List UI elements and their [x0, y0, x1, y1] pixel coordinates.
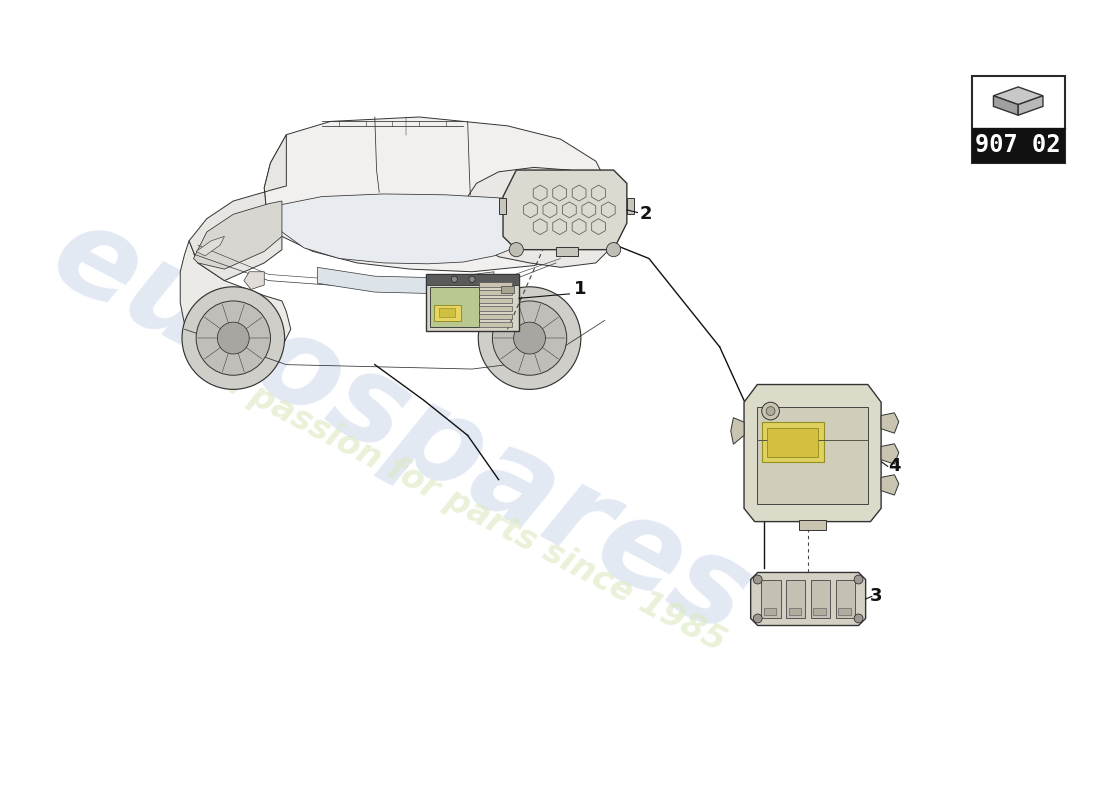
Polygon shape [1019, 96, 1043, 115]
FancyBboxPatch shape [761, 422, 824, 462]
FancyBboxPatch shape [811, 579, 830, 618]
FancyBboxPatch shape [838, 608, 850, 615]
FancyBboxPatch shape [500, 286, 514, 294]
Circle shape [218, 322, 250, 354]
Circle shape [766, 406, 775, 415]
Circle shape [761, 402, 780, 420]
FancyBboxPatch shape [498, 198, 506, 214]
FancyBboxPatch shape [767, 428, 818, 458]
FancyBboxPatch shape [814, 608, 826, 615]
Text: 1: 1 [574, 281, 586, 298]
FancyBboxPatch shape [439, 309, 454, 318]
FancyBboxPatch shape [627, 198, 634, 214]
Text: 2: 2 [640, 206, 652, 223]
Polygon shape [277, 194, 532, 264]
FancyBboxPatch shape [789, 608, 801, 615]
FancyBboxPatch shape [557, 247, 579, 256]
FancyBboxPatch shape [478, 298, 513, 303]
Circle shape [509, 242, 524, 257]
Text: 4: 4 [888, 458, 900, 475]
Circle shape [478, 286, 581, 390]
Circle shape [754, 575, 762, 584]
FancyBboxPatch shape [800, 520, 826, 530]
Polygon shape [757, 406, 868, 504]
Polygon shape [426, 274, 518, 331]
Circle shape [451, 276, 458, 282]
Polygon shape [196, 236, 224, 256]
FancyBboxPatch shape [971, 128, 1065, 163]
Polygon shape [180, 241, 290, 366]
Text: eurospares: eurospares [33, 194, 770, 659]
Polygon shape [244, 272, 264, 290]
Circle shape [182, 286, 285, 390]
FancyBboxPatch shape [478, 306, 513, 311]
FancyBboxPatch shape [478, 322, 513, 327]
FancyBboxPatch shape [478, 314, 513, 319]
Circle shape [469, 276, 475, 282]
Polygon shape [317, 267, 494, 294]
Polygon shape [426, 274, 518, 285]
Text: 907 02: 907 02 [976, 134, 1060, 158]
Polygon shape [881, 444, 899, 464]
Polygon shape [993, 96, 1019, 115]
FancyBboxPatch shape [836, 579, 855, 618]
Text: a passion for parts since 1985: a passion for parts since 1985 [213, 362, 730, 658]
Circle shape [196, 301, 271, 375]
Text: 3: 3 [870, 587, 882, 606]
Polygon shape [189, 134, 286, 281]
FancyBboxPatch shape [478, 290, 513, 295]
Circle shape [854, 614, 864, 623]
FancyBboxPatch shape [478, 282, 513, 287]
Polygon shape [194, 201, 282, 269]
Polygon shape [881, 413, 899, 433]
Polygon shape [468, 167, 612, 267]
Circle shape [606, 242, 620, 257]
FancyBboxPatch shape [761, 579, 781, 618]
Polygon shape [993, 87, 1043, 105]
Polygon shape [881, 474, 899, 495]
Polygon shape [264, 117, 609, 272]
Polygon shape [750, 573, 866, 626]
FancyBboxPatch shape [971, 76, 1065, 163]
FancyBboxPatch shape [430, 287, 478, 327]
Polygon shape [744, 385, 881, 522]
Polygon shape [503, 170, 627, 250]
FancyBboxPatch shape [763, 608, 777, 615]
Circle shape [854, 575, 864, 584]
Circle shape [493, 301, 566, 375]
FancyBboxPatch shape [434, 305, 461, 321]
Circle shape [514, 322, 546, 354]
Circle shape [754, 614, 762, 623]
FancyBboxPatch shape [786, 579, 805, 618]
Polygon shape [730, 418, 744, 444]
